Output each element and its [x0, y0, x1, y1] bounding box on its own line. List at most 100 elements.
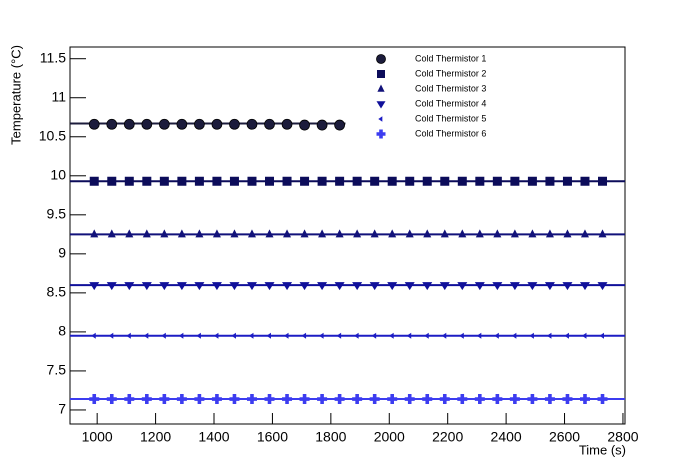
data-point — [319, 332, 324, 339]
data-point — [177, 229, 186, 238]
data-point — [212, 229, 221, 238]
data-point — [123, 118, 135, 130]
data-point — [387, 394, 398, 405]
data-point — [474, 282, 485, 291]
data-point — [371, 332, 377, 339]
data-point — [404, 282, 415, 291]
data-point — [529, 332, 534, 339]
data-point — [141, 282, 152, 291]
data-point — [141, 118, 153, 130]
x-tick-label: 1400 — [198, 429, 229, 445]
data-point — [369, 282, 380, 291]
data-point — [422, 176, 432, 186]
data-point — [143, 332, 149, 339]
data-point — [352, 394, 363, 405]
data-point — [229, 176, 239, 186]
data-point — [283, 229, 292, 238]
data-point — [299, 282, 310, 291]
data-point — [599, 332, 605, 339]
data-point — [527, 176, 537, 186]
data-point — [317, 394, 328, 405]
data-point — [597, 394, 608, 405]
data-point — [492, 394, 503, 405]
data-point — [178, 332, 184, 339]
y-tick-label: 11.5 — [40, 49, 66, 65]
data-point — [457, 176, 467, 186]
data-point — [159, 176, 169, 186]
legend-marker — [377, 84, 385, 92]
data-point — [300, 176, 310, 186]
data-point — [264, 282, 275, 291]
data-point — [318, 229, 327, 238]
y-tick-label: 9.5 — [47, 206, 67, 222]
data-point — [405, 176, 415, 186]
data-point — [194, 118, 205, 130]
data-point — [564, 332, 569, 339]
data-point — [176, 394, 187, 405]
data-point — [387, 176, 397, 186]
data-point — [544, 394, 555, 405]
data-point — [510, 176, 520, 186]
data-point — [246, 118, 258, 130]
x-tick-label: 2800 — [607, 429, 638, 445]
data-point — [106, 282, 117, 291]
data-point — [440, 176, 450, 186]
data-point — [545, 176, 555, 186]
data-point — [580, 229, 589, 238]
data-point — [388, 229, 397, 238]
data-point — [89, 394, 100, 405]
legend-marker — [376, 54, 386, 64]
data-point — [370, 229, 379, 238]
data-point — [424, 332, 429, 339]
data-point — [231, 332, 236, 339]
data-point — [458, 229, 467, 238]
x-tick-label: 1000 — [82, 429, 113, 445]
data-point — [281, 118, 293, 130]
data-point — [88, 118, 100, 130]
data-point — [527, 282, 538, 291]
data-point — [352, 282, 363, 291]
data-point — [579, 394, 590, 405]
data-point — [527, 394, 538, 405]
x-tick-label: 2400 — [491, 429, 522, 445]
data-point — [89, 282, 100, 291]
data-point — [264, 394, 275, 405]
data-point — [597, 282, 608, 291]
data-point — [194, 282, 205, 291]
x-axis-label: Time (s) — [579, 442, 626, 457]
data-point — [423, 229, 432, 238]
data-point — [301, 332, 307, 339]
data-point — [510, 229, 519, 238]
y-axis-label: Temperature (°C) — [8, 45, 23, 145]
data-point — [211, 118, 223, 130]
data-point — [562, 394, 573, 405]
x-tick-label: 1800 — [315, 429, 346, 445]
data-point — [545, 229, 554, 238]
legend-marker — [376, 129, 386, 139]
data-point — [317, 176, 327, 186]
data-point — [142, 229, 151, 238]
data-point — [106, 118, 118, 130]
data-point — [387, 282, 398, 291]
legend-marker — [377, 70, 385, 78]
data-point — [247, 176, 257, 186]
x-tick-label: 2000 — [374, 429, 405, 445]
data-point — [211, 282, 222, 291]
data-point — [334, 282, 345, 291]
data-point — [422, 394, 433, 405]
data-point — [194, 394, 205, 405]
data-point — [316, 119, 328, 131]
data-point — [475, 176, 485, 186]
data-point — [494, 332, 499, 339]
data-point — [282, 394, 293, 405]
data-point — [598, 229, 607, 238]
data-point — [229, 118, 240, 130]
data-point — [404, 394, 415, 405]
legend-label: Cold Thermistor 6 — [415, 128, 486, 138]
data-point — [369, 394, 380, 405]
data-point — [266, 332, 272, 339]
data-point — [509, 282, 520, 291]
data-point — [353, 229, 362, 238]
y-tick-label: 7 — [58, 401, 66, 417]
